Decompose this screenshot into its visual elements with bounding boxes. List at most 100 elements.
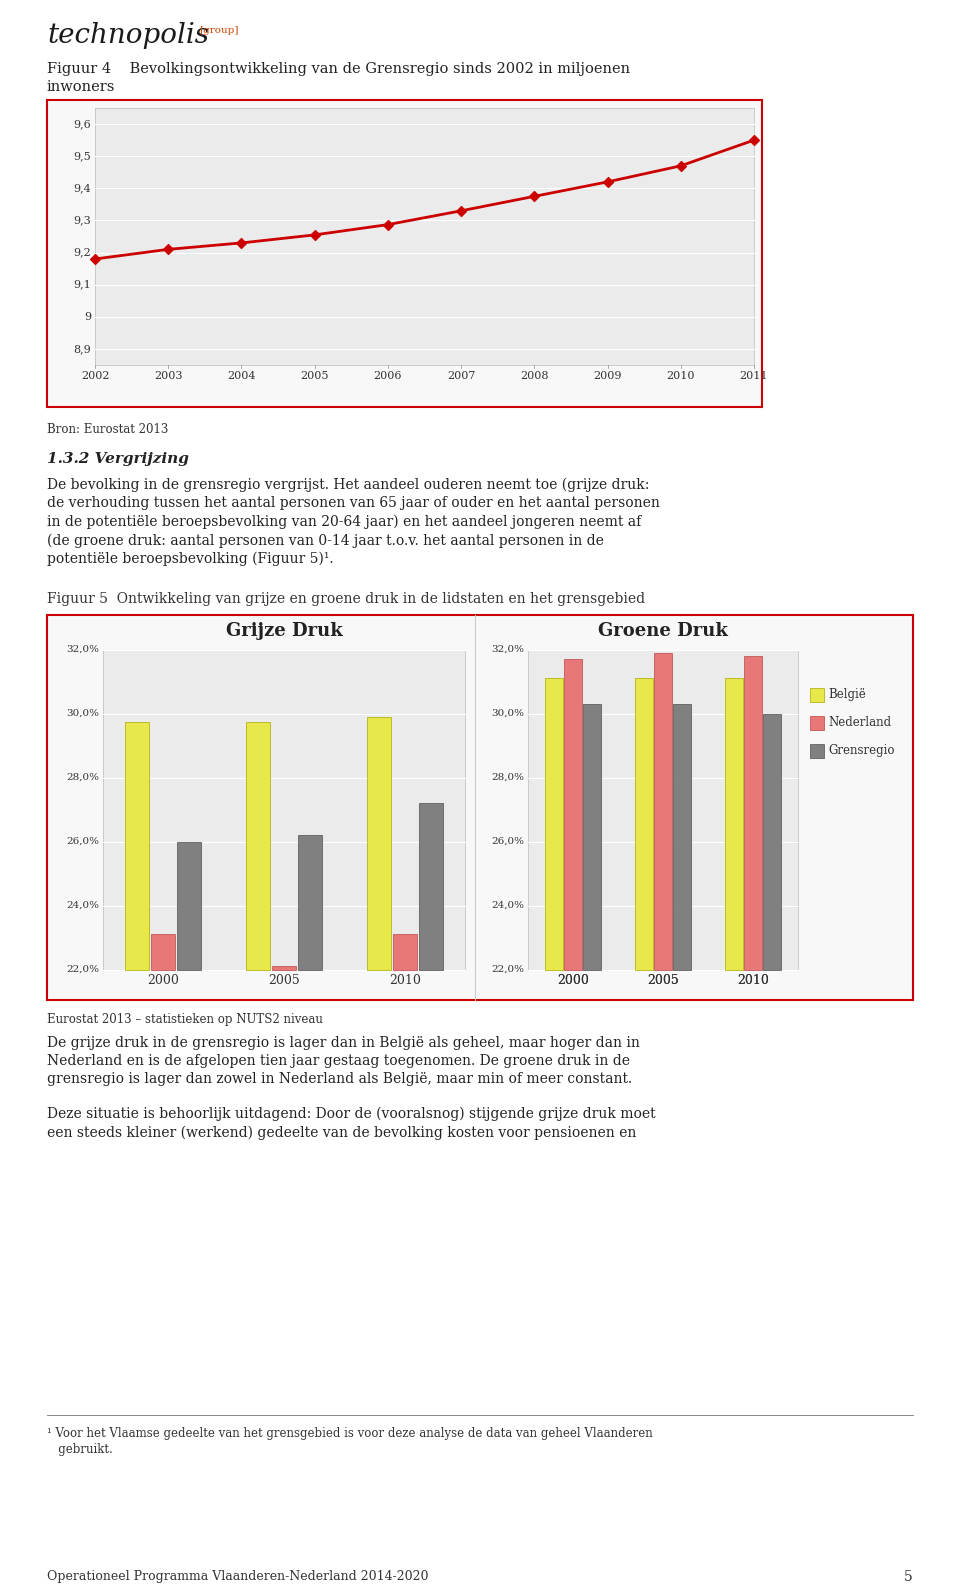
Text: 22,0%: 22,0% (491, 966, 524, 974)
Bar (725, 678, 743, 969)
Text: technopolis: technopolis (47, 22, 209, 49)
Text: 2004: 2004 (228, 371, 255, 380)
Bar (544, 678, 563, 969)
Bar (564, 659, 582, 969)
Text: 2010: 2010 (666, 371, 695, 380)
Text: 8,9: 8,9 (73, 344, 91, 353)
Text: 28,0%: 28,0% (66, 773, 99, 783)
Point (234, 231, 250, 256)
Text: Groene Druk: Groene Druk (598, 622, 728, 641)
Text: grensregio is lager dan zowel in Nederland als België, maar min of meer constant: grensregio is lager dan zowel in Nederla… (47, 1072, 633, 1087)
Bar (810, 743, 824, 757)
Text: 2005: 2005 (268, 975, 300, 988)
Bar (47, 614, 913, 999)
Text: Operationeel Programma Vlaanderen-Nederland 2014-2020: Operationeel Programma Vlaanderen-Nederl… (47, 1570, 428, 1583)
Bar (367, 716, 391, 969)
Bar (393, 934, 417, 969)
Text: een steeds kleiner (werkend) gedeelte van de bevolking kosten voor pensioenen en: een steeds kleiner (werkend) gedeelte va… (47, 1125, 636, 1139)
Point (160, 237, 176, 263)
Text: 2010: 2010 (389, 975, 420, 988)
Text: 2000: 2000 (557, 975, 588, 988)
Bar (246, 721, 270, 969)
Text: 32,0%: 32,0% (491, 644, 524, 654)
Text: 2005: 2005 (647, 975, 679, 988)
Bar (528, 649, 798, 969)
Text: Figuur 5  Ontwikkeling van grijze en groene druk in de lidstaten en het grensgeb: Figuur 5 Ontwikkeling van grijze en groe… (47, 592, 645, 606)
Bar (584, 703, 601, 969)
Text: 30,0%: 30,0% (491, 710, 524, 718)
Text: Bron: Eurostat 2013: Bron: Eurostat 2013 (47, 423, 168, 436)
Text: De bevolking in de grensregio vergrijst. Het aandeel ouderen neemt toe (grijze d: De bevolking in de grensregio vergrijst.… (47, 477, 649, 492)
Text: potentiële beroepsbevolking (Figuur 5)¹.: potentiële beroepsbevolking (Figuur 5)¹. (47, 552, 334, 566)
Bar (125, 721, 150, 969)
Point (673, 153, 688, 178)
Text: 24,0%: 24,0% (491, 901, 524, 910)
Point (453, 197, 468, 223)
Text: 2005: 2005 (300, 371, 329, 380)
Text: De grijze druk in de grensregio is lager dan in België als geheel, maar hoger da: De grijze druk in de grensregio is lager… (47, 1036, 640, 1050)
Text: Eurostat 2013 – statistieken op NUTS2 niveau: Eurostat 2013 – statistieken op NUTS2 ni… (47, 1013, 323, 1026)
Text: in de potentiële beroepsbevolking van 20-64 jaar) en het aandeel jongeren neemt : in de potentiële beroepsbevolking van 20… (47, 515, 641, 530)
Bar (763, 713, 781, 969)
Bar (419, 803, 443, 969)
Bar (298, 835, 323, 969)
Text: 2010: 2010 (737, 975, 769, 988)
Text: 2008: 2008 (520, 371, 548, 380)
Text: 32,0%: 32,0% (66, 644, 99, 654)
Text: 9,6: 9,6 (73, 119, 91, 129)
Text: 2011: 2011 (740, 371, 768, 380)
Bar (95, 108, 754, 364)
Point (307, 223, 323, 248)
Text: 26,0%: 26,0% (66, 837, 99, 846)
Text: 1.3.2 Vergrijzing: 1.3.2 Vergrijzing (47, 452, 189, 466)
Text: 9,5: 9,5 (73, 151, 91, 161)
Text: 9,2: 9,2 (73, 248, 91, 258)
Text: gebruikt.: gebruikt. (47, 1443, 112, 1456)
Text: 2009: 2009 (593, 371, 622, 380)
Point (600, 169, 615, 194)
Text: 9,3: 9,3 (73, 215, 91, 226)
Bar (810, 716, 824, 730)
Point (87, 247, 103, 272)
Text: [group]: [group] (199, 25, 238, 35)
Text: 2000: 2000 (557, 975, 588, 988)
Text: Grensregio: Grensregio (828, 745, 895, 757)
Text: België: België (828, 687, 866, 702)
Text: 9: 9 (84, 312, 91, 321)
Text: 2000: 2000 (148, 975, 180, 988)
Text: 30,0%: 30,0% (66, 710, 99, 718)
Bar (178, 842, 202, 969)
Bar (272, 966, 296, 969)
Bar (810, 687, 824, 702)
Text: 2002: 2002 (81, 371, 109, 380)
Text: 24,0%: 24,0% (66, 901, 99, 910)
Text: de verhouding tussen het aantal personen van 65 jaar of ouder en het aantal pers: de verhouding tussen het aantal personen… (47, 496, 660, 511)
Point (527, 183, 542, 208)
Point (746, 127, 761, 153)
Text: Deze situatie is behoorlijk uitdagend: Door de (vooralsnog) stijgende grijze dru: Deze situatie is behoorlijk uitdagend: D… (47, 1107, 656, 1122)
Text: 2005: 2005 (647, 975, 679, 988)
Bar (654, 652, 672, 969)
Text: ¹ Voor het Vlaamse gedeelte van het grensgebied is voor deze analyse de data van: ¹ Voor het Vlaamse gedeelte van het gren… (47, 1427, 653, 1440)
Bar (103, 649, 465, 969)
Text: 26,0%: 26,0% (491, 837, 524, 846)
Text: 28,0%: 28,0% (491, 773, 524, 783)
Bar (674, 703, 691, 969)
Text: 2010: 2010 (737, 975, 769, 988)
Text: inwoners: inwoners (47, 80, 115, 94)
Text: (de groene druk: aantal personen van 0-14 jaar t.o.v. het aantal personen in de: (de groene druk: aantal personen van 0-1… (47, 533, 604, 547)
Text: Nederland en is de afgelopen tien jaar gestaag toegenomen. De groene druk in de: Nederland en is de afgelopen tien jaar g… (47, 1053, 630, 1068)
Text: 9,1: 9,1 (73, 280, 91, 290)
Bar (47, 100, 762, 407)
Text: Nederland: Nederland (828, 716, 891, 729)
Text: Figuur 4    Bevolkingsontwikkeling van de Grensregio sinds 2002 in miljoenen: Figuur 4 Bevolkingsontwikkeling van de G… (47, 62, 630, 76)
Point (380, 212, 396, 237)
Text: 9,4: 9,4 (73, 183, 91, 194)
Text: 2007: 2007 (447, 371, 475, 380)
Text: 5: 5 (904, 1570, 913, 1585)
Bar (635, 678, 653, 969)
Text: 2003: 2003 (154, 371, 182, 380)
Text: 22,0%: 22,0% (66, 966, 99, 974)
Bar (152, 934, 176, 969)
Text: 2006: 2006 (373, 371, 402, 380)
